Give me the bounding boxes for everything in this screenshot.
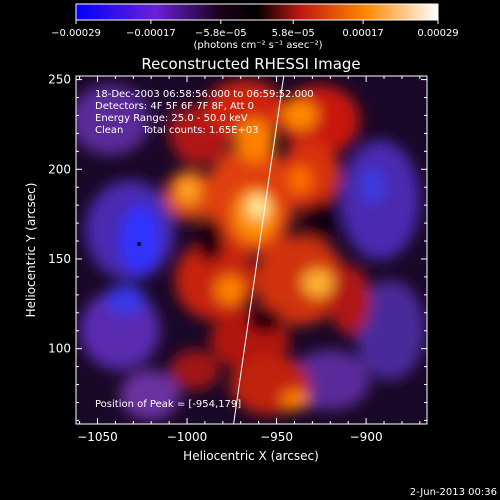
y-axis-ticks: 100 150 200 250 — [48, 73, 427, 421]
colorbar-unit-label: (photons cm⁻² s⁻¹ asec⁻²) — [193, 40, 322, 51]
solar-limb-line — [233, 76, 285, 424]
colorbar-tick-label: −0.00029 — [51, 28, 101, 39]
x-tick-label: −1050 — [77, 430, 118, 444]
colorbar-frame — [75, 3, 439, 21]
annotation-detectors: Detectors: 4F 5F 6F 7F 8F, Att 0 — [95, 101, 254, 112]
x-tick-label: −1000 — [167, 430, 208, 444]
x-tick-label: −950 — [260, 430, 293, 444]
heatmap-image — [76, 76, 427, 424]
annotation-time-range: 18-Dec-2003 06:58:56.000 to 06:59:52.000 — [95, 89, 314, 100]
chart-title: Reconstructed RHESSI Image — [141, 55, 360, 73]
x-axis-ticks: −1050 −1000 −950 −900 — [77, 76, 421, 444]
colorbar-tick-label: −0.00017 — [126, 28, 176, 39]
x-tick-label: −900 — [350, 430, 383, 444]
y-tick-label: 200 — [48, 162, 71, 176]
peak-position-label: Position of Peak = [-954,179] — [95, 399, 241, 410]
colorbar-ticks: −0.00029 −0.00017 −5.8e−05 5.8e−05 0.00017 0.… — [51, 20, 459, 39]
annotation-clean-counts: Clean Total counts: 1.65E+03 — [95, 125, 259, 136]
colorbar — [76, 4, 438, 20]
x-axis-label: Heliocentric X (arcsec) — [183, 449, 319, 463]
colorbar-tick-label: 0.00017 — [342, 28, 383, 39]
plot-frame — [75, 75, 428, 425]
colorbar-tick-label: −5.8e−05 — [195, 28, 247, 39]
colorbar-tick-label: 5.8e−05 — [272, 28, 315, 39]
y-tick-label: 100 — [48, 342, 71, 356]
y-tick-label: 150 — [48, 252, 71, 266]
colorbar-tick-label: 0.00029 — [417, 28, 458, 39]
y-tick-label: 250 — [48, 73, 71, 87]
footer-date: 2-Jun-2013 00:36 — [410, 487, 497, 498]
annotation-energy-range: Energy Range: 25.0 - 50.0 keV — [95, 113, 248, 124]
minimum-marker — [137, 242, 141, 246]
y-axis-label: Heliocentric Y (arcsec) — [24, 183, 38, 318]
